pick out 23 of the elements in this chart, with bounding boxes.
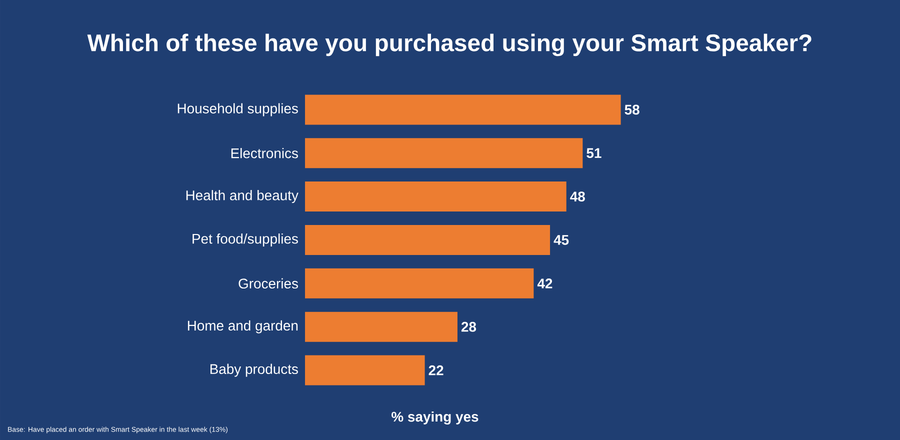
- data-label: 51: [586, 148, 602, 158]
- bar: [305, 224, 550, 255]
- y-tick-label: Home and garden: [188, 320, 298, 334]
- data-label: 22: [428, 365, 444, 376]
- data-label: 45: [554, 235, 569, 245]
- chart-title: Which of these have you purchased using your Smart Speaker?: [87, 34, 812, 56]
- data-label: 28: [461, 322, 476, 332]
- x-axis-title: % saying yes: [392, 411, 478, 425]
- data-label: 42: [537, 278, 552, 288]
- bar: [305, 312, 458, 342]
- data-label: 58: [624, 104, 640, 115]
- bar: [305, 94, 621, 125]
- bar: [305, 138, 583, 168]
- bar: [305, 355, 425, 386]
- y-tick-label: Electronics: [231, 148, 298, 158]
- y-tick-label: Pet food/supplies: [192, 233, 298, 246]
- y-tick-label: Groceries: [238, 278, 298, 289]
- bar: [305, 182, 566, 212]
- y-tick-label: Health and beauty: [186, 190, 298, 204]
- y-tick-label: Household supplies: [178, 103, 298, 116]
- y-tick-label: Baby products: [210, 364, 298, 377]
- data-label: 48: [570, 192, 585, 202]
- bar: [305, 268, 534, 298]
